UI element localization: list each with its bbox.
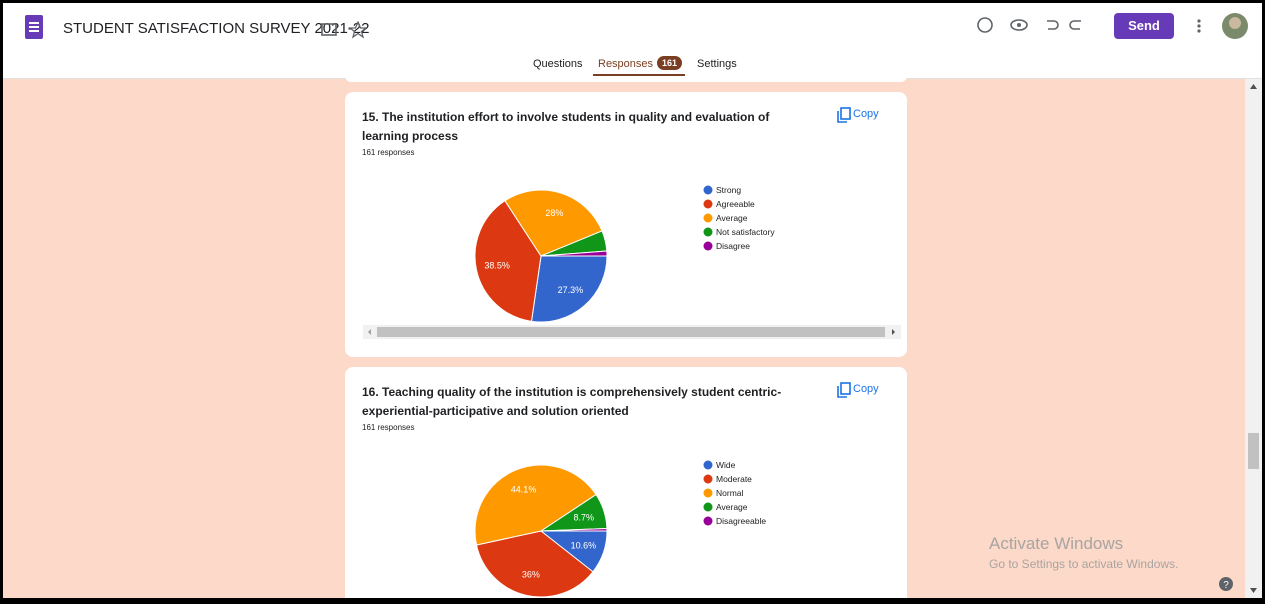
legend-swatch (703, 227, 713, 237)
legend-swatch (703, 488, 713, 498)
title-icons[interactable] (321, 21, 366, 39)
legend-label: Average (716, 213, 748, 223)
watermark-title: Activate Windows (989, 534, 1124, 553)
legend-swatch (703, 199, 713, 209)
slice-label: 44.1% (511, 485, 537, 495)
previous-card (345, 76, 907, 82)
pie-slice (475, 530, 594, 598)
slice-label: 10.6% (571, 541, 597, 551)
pie-slice (530, 255, 608, 323)
tab-indicator (593, 74, 685, 77)
legend-swatch (703, 185, 713, 195)
toolbar-icons[interactable] (975, 15, 1105, 37)
top-bar: STUDENT SATISFACTION SURVEY 2021-22 Send… (3, 3, 1262, 79)
copy-icon[interactable] (837, 382, 851, 398)
question-card: 10.6% 36% 44.1% 8.7% Wide Moderate Normal Avera… (345, 367, 907, 598)
slice-label: 38.5% (484, 261, 510, 271)
legend-label: Disagreeable (716, 516, 766, 526)
forms-icon[interactable] (23, 15, 47, 39)
question-title: 15. The institution effort to involve st… (362, 110, 770, 143)
h-scrollbar[interactable] (363, 325, 901, 339)
pie-chart: 27.3% 38.5% 28% Strong Agreeable Average Not s… (474, 185, 775, 323)
response-count: 161 (657, 56, 683, 70)
legend-label: Moderate (716, 474, 752, 484)
slice-label: 8.7% (573, 512, 594, 522)
pie-slice (474, 464, 597, 546)
pie-slice (504, 189, 603, 257)
tab-responses[interactable]: Responses (598, 58, 654, 70)
slice-label: 27.3% (558, 285, 584, 295)
form-title: STUDENT SATISFACTION SURVEY 2021-22 (63, 20, 370, 37)
legend-swatch (703, 474, 713, 484)
legend-label: Disagree (716, 241, 750, 251)
menu-avatar[interactable] (1193, 13, 1253, 43)
legend-swatch (703, 502, 713, 512)
send-button[interactable]: Send (1114, 13, 1174, 39)
response-total: 161 responses (362, 423, 415, 432)
question-title: 16. Teaching quality of the institution … (362, 385, 782, 418)
legend-label: Normal (716, 488, 744, 498)
legend-label: Average (716, 502, 748, 512)
question-card: 27.3% 38.5% 28% Strong Agreeable Average Not s… (345, 92, 907, 357)
pie-slice (540, 527, 608, 532)
pie-chart: 10.6% 36% 44.1% 8.7% Wide Moderate Normal Avera… (474, 460, 766, 598)
legend-swatch (703, 241, 713, 251)
svg-text:?: ? (1223, 580, 1229, 591)
legend-label: Strong (716, 185, 741, 195)
slice-label: 28% (545, 208, 563, 218)
page: STUDENT SATISFACTION SURVEY 2021-22 Send… (3, 3, 1262, 598)
v-scrollbar[interactable] (1245, 79, 1262, 598)
copy-icon[interactable] (837, 107, 851, 123)
legend-swatch (703, 460, 713, 470)
watermark-text: Go to Settings to activate Windows. (989, 557, 1179, 571)
legend-swatch (703, 516, 713, 526)
tab-settings[interactable]: Settings (697, 58, 737, 70)
slice-label: 36% (522, 570, 540, 580)
legend-label: Wide (716, 460, 736, 470)
response-total: 161 responses (362, 148, 415, 157)
help-icon[interactable]: ? (1218, 576, 1234, 592)
copy-button[interactable]: Copy (853, 383, 879, 395)
pie-slice (540, 250, 608, 257)
copy-button[interactable]: Copy (853, 108, 879, 120)
legend-label: Not satisfactory (716, 227, 775, 237)
legend-swatch (703, 213, 713, 223)
legend-label: Agreeable (716, 199, 755, 209)
tab-questions[interactable]: Questions (533, 58, 583, 70)
